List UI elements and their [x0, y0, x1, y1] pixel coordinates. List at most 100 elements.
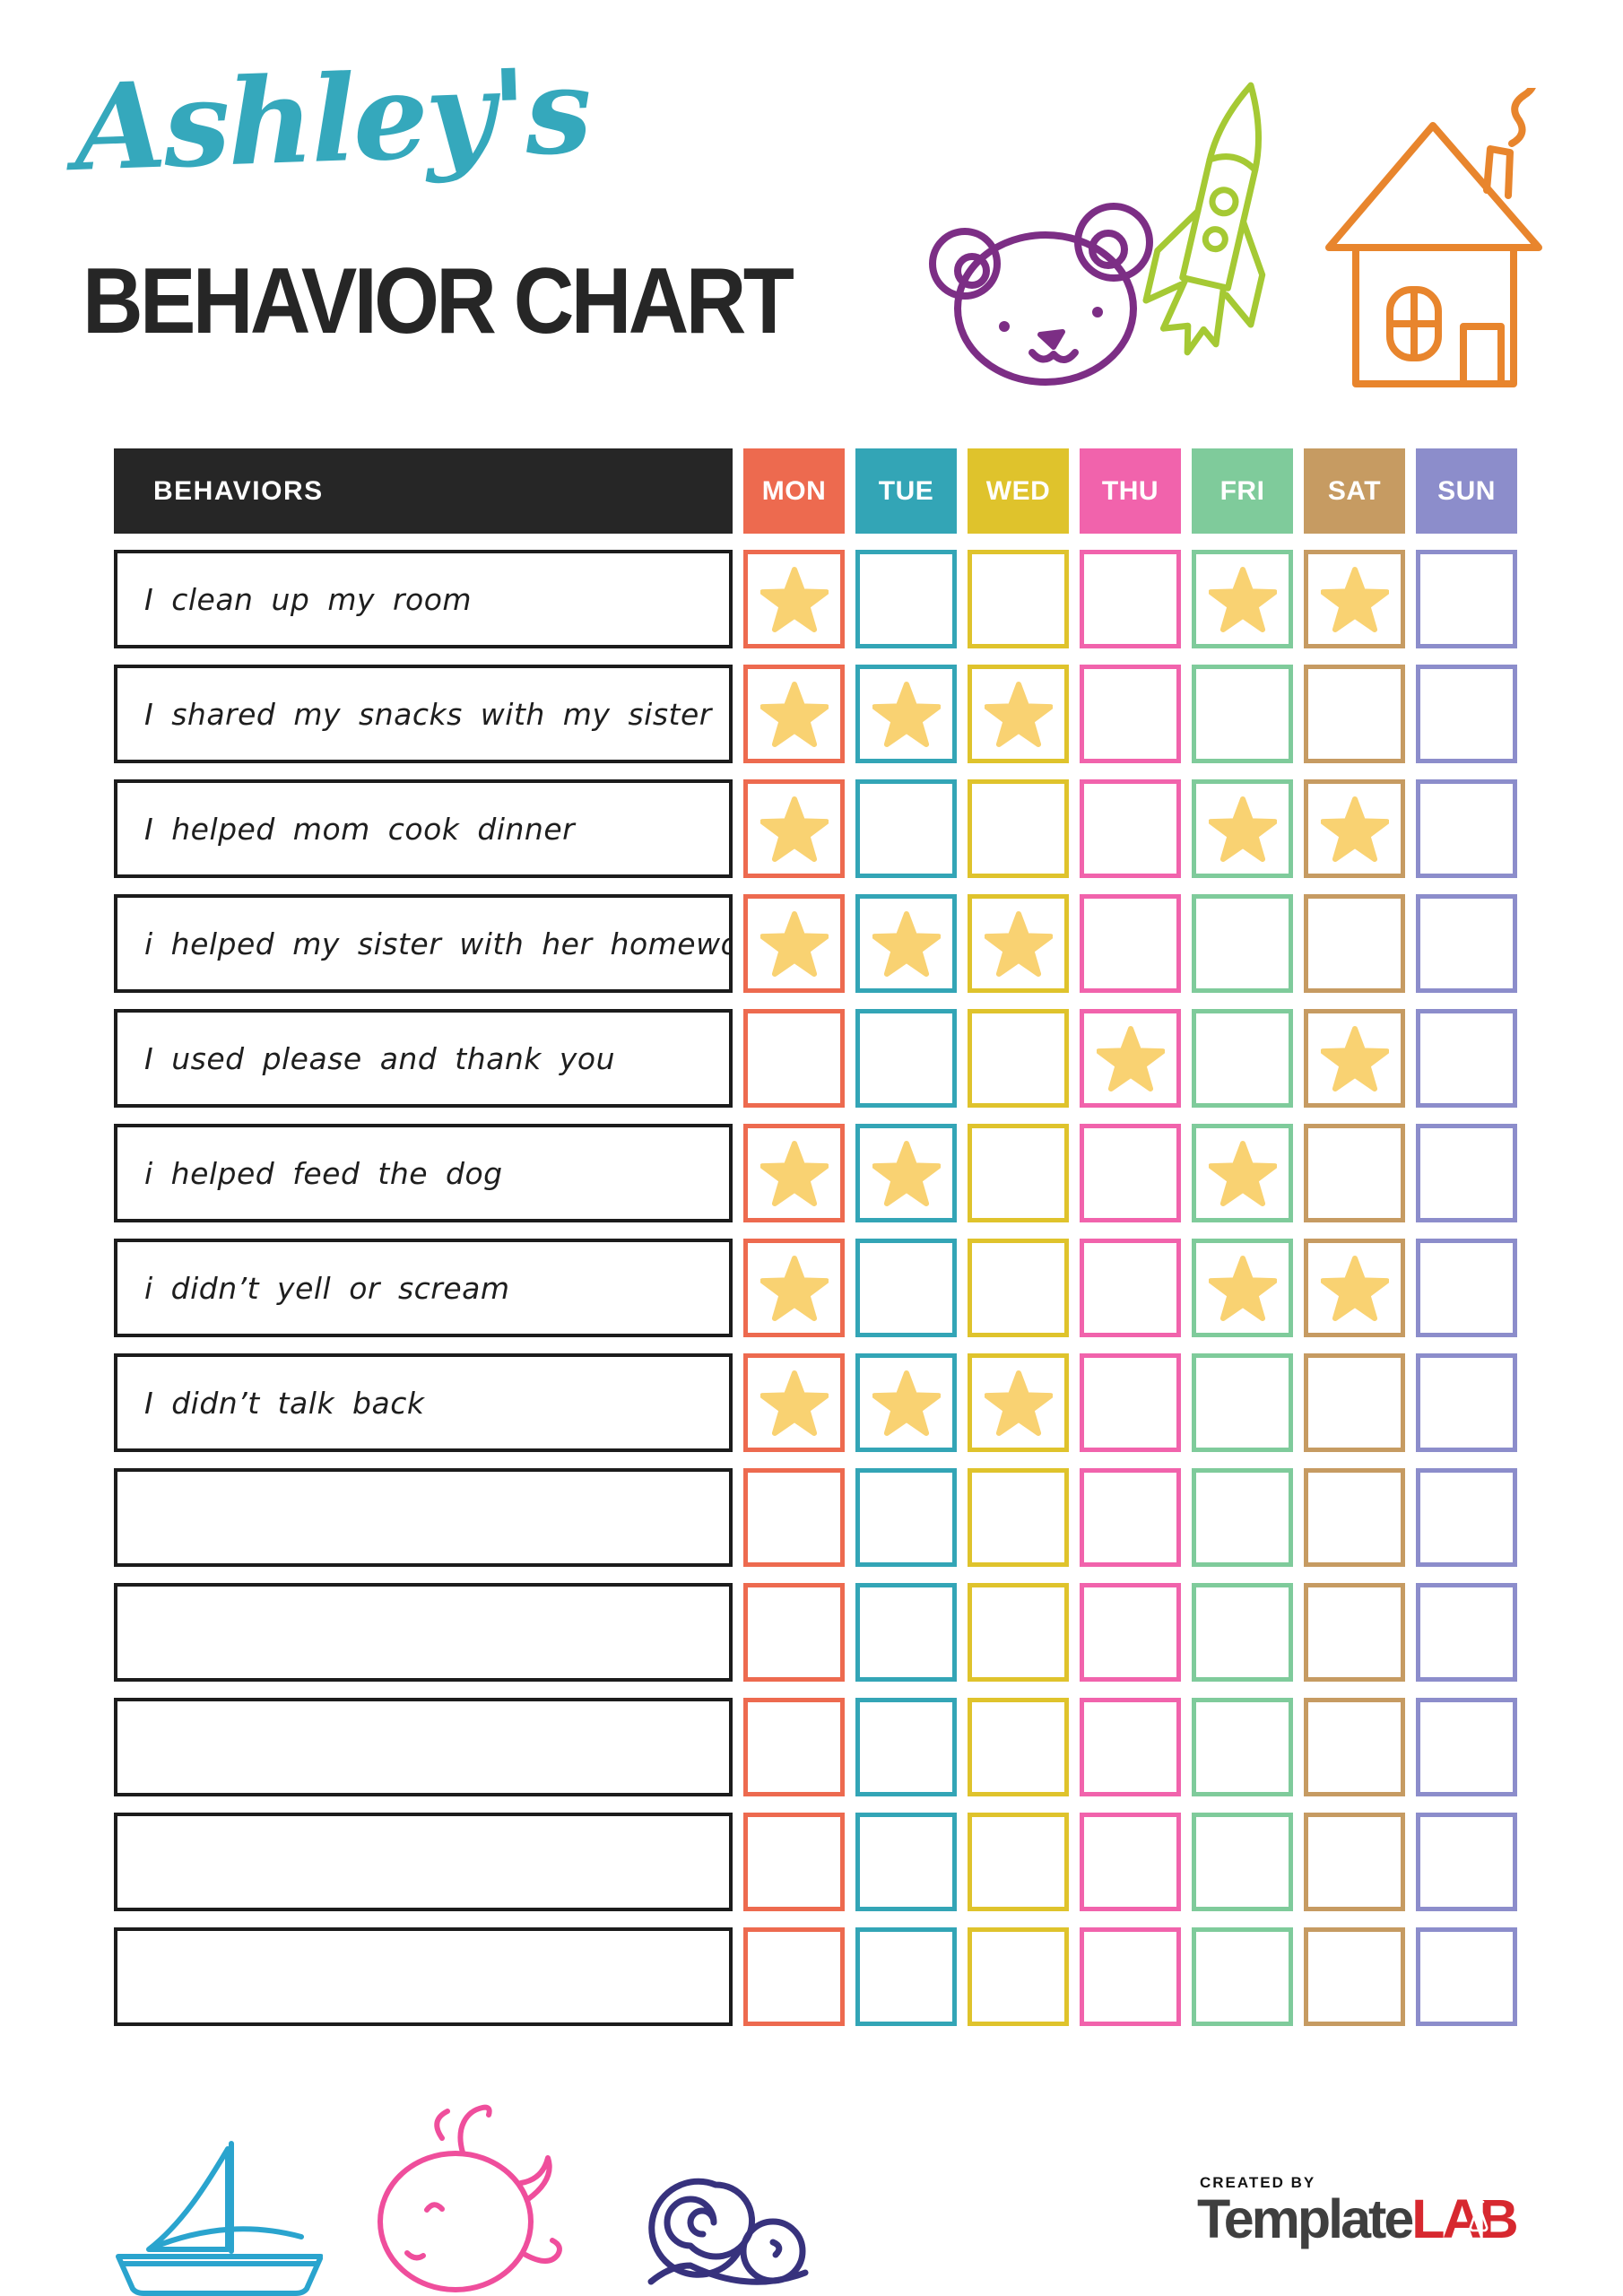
snail-icon: [606, 2160, 832, 2296]
day-cell-sat: [1304, 894, 1405, 993]
behaviors-column-header: BEHAVIORS: [114, 448, 733, 534]
day-cell-fri: [1192, 550, 1293, 648]
day-cell-thu: [1080, 1698, 1181, 1796]
day-cell-wed: [968, 1468, 1069, 1567]
day-cell-mon: [743, 550, 845, 648]
page-title: BEHAVIOR CHART: [82, 249, 794, 353]
day-cell-tue: [855, 1124, 957, 1222]
day-cell-thu: [1080, 1583, 1181, 1682]
star-icon: [759, 681, 829, 747]
behavior-label: i helped my sister with her homework: [114, 894, 733, 993]
day-cell-thu: [1080, 1468, 1181, 1567]
day-cell-thu: [1080, 665, 1181, 763]
star-icon: [759, 1370, 829, 1436]
day-header-mon: MON: [743, 448, 845, 534]
day-cell-tue: [855, 1927, 957, 2026]
behavior-label: i helped feed the dog: [114, 1124, 733, 1222]
day-cell-tue: [855, 1239, 957, 1337]
day-cell-mon: [743, 1353, 845, 1452]
day-cell-sat: [1304, 1239, 1405, 1337]
star-icon: [1208, 796, 1277, 862]
day-cell-wed: [968, 779, 1069, 878]
star-icon: [759, 1255, 829, 1321]
star-icon: [1320, 1255, 1389, 1321]
day-cell-tue: [855, 1468, 957, 1567]
whale-icon: [355, 2100, 590, 2293]
day-cell-tue: [855, 665, 957, 763]
day-cell-thu: [1080, 550, 1181, 648]
day-cell-tue: [855, 1353, 957, 1452]
star-icon: [1320, 566, 1389, 632]
day-cell-fri: [1192, 1009, 1293, 1108]
star-icon: [984, 1370, 1053, 1436]
day-cell-fri: [1192, 779, 1293, 878]
day-cell-mon: [743, 1009, 845, 1108]
day-cell-thu: [1080, 1124, 1181, 1222]
behavior-label: I clean up my room: [114, 550, 733, 648]
day-cell-mon: [743, 894, 845, 993]
day-cell-wed: [968, 1353, 1069, 1452]
day-cell-wed: [968, 894, 1069, 993]
brand-lab-text: LAB: [1411, 2188, 1518, 2249]
star-icon: [1320, 796, 1389, 862]
day-cell-tue: [855, 1813, 957, 1911]
day-header-wed: WED: [968, 448, 1069, 534]
behavior-label: [114, 1583, 733, 1682]
day-cell-fri: [1192, 1813, 1293, 1911]
day-cell-wed: [968, 1239, 1069, 1337]
day-cell-sat: [1304, 550, 1405, 648]
day-cell-mon: [743, 1583, 845, 1682]
day-cell-wed: [968, 1813, 1069, 1911]
behavior-label: [114, 1468, 733, 1567]
brand-template-text: Template: [1197, 2188, 1414, 2249]
rocket-icon: [1132, 72, 1315, 399]
day-cell-wed: [968, 1124, 1069, 1222]
behavior-label: i didn’t yell or scream: [114, 1239, 733, 1337]
day-cell-wed: [968, 665, 1069, 763]
day-cell-sat: [1304, 779, 1405, 878]
created-by-label: CREATED BY: [1200, 2174, 1316, 2191]
day-cell-mon: [743, 1927, 845, 2026]
bear-icon: [913, 190, 1200, 387]
day-cell-fri: [1192, 1927, 1293, 2026]
child-name-title: Ashley's: [72, 41, 592, 199]
day-cell-sun: [1416, 1353, 1517, 1452]
day-cell-sat: [1304, 1009, 1405, 1108]
day-cell-wed: [968, 1698, 1069, 1796]
day-cell-fri: [1192, 894, 1293, 993]
brand-block: CREATED BY TemplateLAB: [1197, 2174, 1538, 2247]
day-cell-sun: [1416, 1239, 1517, 1337]
day-cell-tue: [855, 1583, 957, 1682]
day-cell-fri: [1192, 1124, 1293, 1222]
star-icon: [1208, 566, 1277, 632]
day-cell-sun: [1416, 894, 1517, 993]
day-cell-sat: [1304, 665, 1405, 763]
day-cell-sun: [1416, 1468, 1517, 1567]
day-cell-tue: [855, 894, 957, 993]
day-cell-thu: [1080, 894, 1181, 993]
day-cell-sun: [1416, 550, 1517, 648]
behavior-label: I shared my snacks with my sister: [114, 665, 733, 763]
star-icon: [759, 796, 829, 862]
behavior-label: [114, 1927, 733, 2026]
behavior-label: I used please and thank you: [114, 1009, 733, 1108]
day-cell-fri: [1192, 1353, 1293, 1452]
day-cell-wed: [968, 1927, 1069, 2026]
star-icon: [1096, 1025, 1165, 1091]
star-icon: [984, 681, 1053, 747]
day-cell-tue: [855, 1698, 957, 1796]
day-header-thu: THU: [1080, 448, 1181, 534]
day-cell-tue: [855, 779, 957, 878]
day-cell-sun: [1416, 665, 1517, 763]
star-icon: [759, 910, 829, 977]
day-header-fri: FRI: [1192, 448, 1293, 534]
day-cell-fri: [1192, 1239, 1293, 1337]
day-cell-sat: [1304, 1698, 1405, 1796]
day-cell-sat: [1304, 1124, 1405, 1222]
day-cell-wed: [968, 1583, 1069, 1682]
day-cell-thu: [1080, 779, 1181, 878]
day-cell-sun: [1416, 779, 1517, 878]
day-cell-wed: [968, 550, 1069, 648]
star-icon: [984, 910, 1053, 977]
